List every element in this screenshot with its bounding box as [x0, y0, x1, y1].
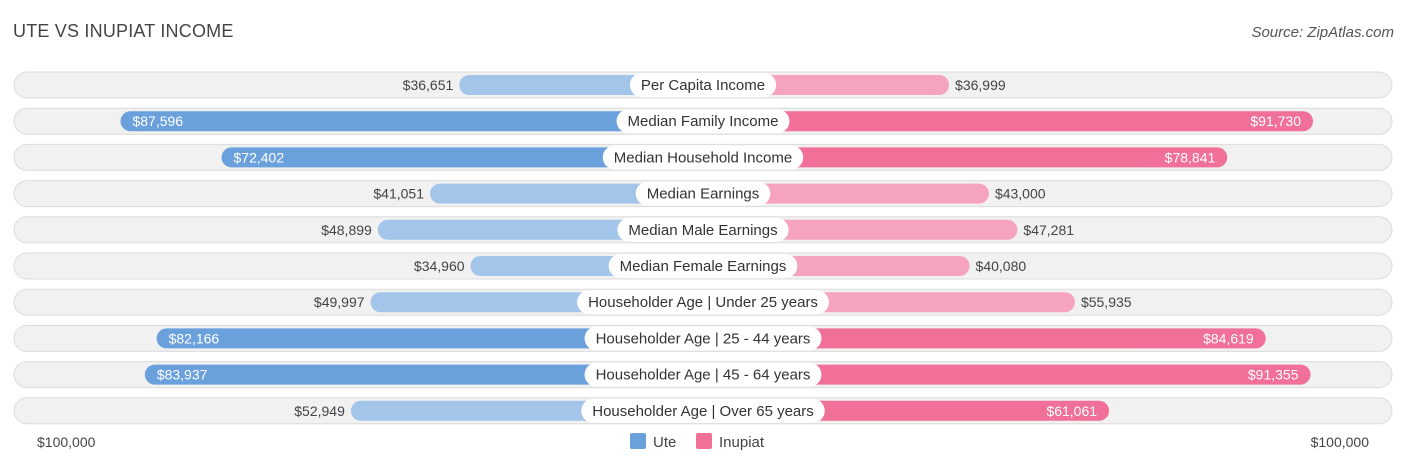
inupiat-value-label: $61,061	[1046, 403, 1097, 419]
ute-bar	[120, 111, 704, 132]
legend-label-ute: Ute	[653, 434, 676, 451]
category-pill	[608, 254, 798, 278]
ute-bar	[430, 183, 703, 204]
source-label: Source: ZipAtlas.com	[1251, 24, 1394, 41]
axis-label-left: $100,000	[37, 434, 96, 450]
ute-value-label: $48,899	[321, 222, 372, 238]
inupiat-value-label: $84,619	[1203, 330, 1254, 346]
category-label: Householder Age | 45 - 64 years	[596, 367, 811, 384]
legend-swatch-ute	[630, 433, 646, 449]
ute-value-label: $72,402	[234, 149, 285, 165]
ute-value-label: $87,596	[132, 113, 183, 129]
category-label: Householder Age | Over 65 years	[592, 403, 814, 420]
inupiat-bar	[703, 111, 1314, 132]
inupiat-bar	[703, 328, 1266, 349]
chart-title: UTE VS INUPIAT INCOME	[13, 21, 234, 41]
inupiat-value-label: $36,999	[955, 77, 1006, 93]
ute-bar	[144, 364, 703, 385]
ute-value-label: $83,937	[157, 367, 208, 383]
category-pill	[602, 145, 804, 170]
ute-bar	[156, 328, 704, 349]
category-label: Median Female Earnings	[620, 258, 787, 275]
inupiat-value-label: $40,080	[976, 258, 1027, 274]
category-label: Per Capita Income	[641, 77, 765, 94]
category-pill	[581, 398, 825, 423]
ute-value-label: $49,997	[314, 294, 365, 310]
inupiat-value-label: $47,281	[1023, 222, 1074, 238]
ute-value-label: $82,166	[169, 330, 220, 346]
category-label: Median Household Income	[614, 149, 792, 166]
inupiat-bar	[703, 183, 989, 204]
ute-bar	[221, 147, 703, 168]
category-pill	[584, 326, 822, 351]
ute-value-label: $36,651	[403, 77, 454, 93]
category-label: Median Male Earnings	[628, 222, 777, 239]
category-pill	[617, 217, 789, 242]
category-label: Householder Age | 25 - 44 years	[596, 330, 811, 347]
category-pill	[629, 73, 777, 97]
category-label: Householder Age | Under 25 years	[588, 294, 818, 311]
inupiat-bar	[703, 147, 1228, 168]
category-pill	[577, 290, 829, 315]
inupiat-bar	[703, 364, 1311, 385]
axis-label-right: $100,000	[1311, 434, 1370, 450]
inupiat-value-label: $78,841	[1165, 149, 1216, 165]
category-label: Median Family Income	[628, 113, 779, 130]
inupiat-value-label: $91,730	[1250, 113, 1301, 129]
ute-value-label: $52,949	[294, 403, 345, 419]
inupiat-value-label: $91,355	[1248, 367, 1299, 383]
legend-label-inupiat: Inupiat	[719, 434, 765, 451]
category-pill	[616, 109, 790, 134]
inupiat-value-label: $43,000	[995, 186, 1046, 202]
ute-value-label: $34,960	[414, 258, 465, 274]
ute-value-label: $41,051	[373, 186, 424, 202]
category-pill	[635, 181, 771, 206]
category-pill	[584, 362, 822, 387]
legend-swatch-inupiat	[696, 433, 712, 449]
inupiat-value-label: $55,935	[1081, 294, 1132, 310]
category-label: Median Earnings	[647, 186, 760, 203]
